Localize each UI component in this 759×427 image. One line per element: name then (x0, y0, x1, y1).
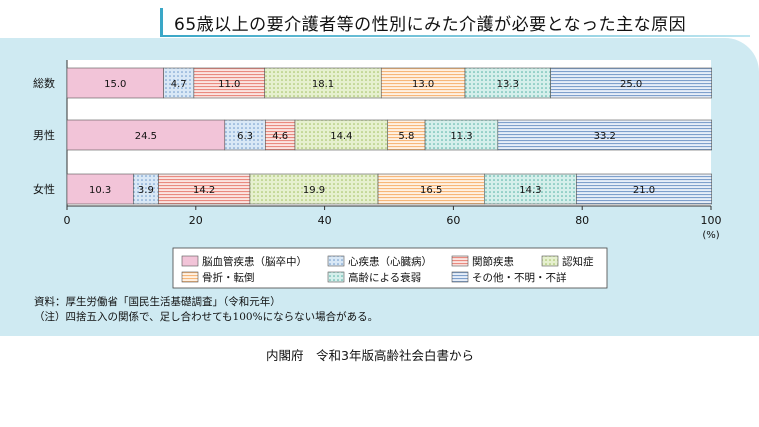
data-label: 21.0 (633, 185, 655, 196)
source-note: 資料：厚生労働省「国民生活基礎調査」（令和元年） (34, 296, 281, 308)
legend-label: 高齢による衰弱 (348, 271, 421, 284)
bar-segment (484, 173, 577, 205)
data-label: 13.3 (497, 79, 519, 90)
bar-segment (163, 67, 195, 99)
bar-segment (464, 67, 551, 99)
bar-segment (158, 173, 251, 205)
data-label: 4.6 (272, 131, 288, 142)
title-accent-bar (160, 8, 163, 36)
x-tick-label: 40 (318, 214, 332, 227)
category-label: 総数 (33, 76, 55, 90)
data-label: 24.5 (135, 131, 157, 142)
data-label: 11.3 (450, 131, 472, 142)
legend-swatch (541, 255, 559, 267)
category-label: 男性 (33, 128, 55, 142)
chart-panel: 総数 15.0 4.7 11.0 18.1 13.0 13.3 25.0 男性 24.5 6.3 4.… (0, 38, 759, 336)
bar-segment (193, 67, 266, 99)
legend-label: その他・不明・不詳 (472, 271, 567, 284)
data-label: 33.2 (594, 131, 616, 142)
legend-swatch (451, 255, 469, 267)
data-label: 11.0 (218, 79, 240, 90)
stacked-bar-chart: 総数 15.0 4.7 11.0 18.1 13.0 13.3 25.0 男性 24.5 6.3 4.… (33, 60, 722, 289)
bar-segment (224, 119, 266, 151)
legend-label: 関節疾患 (472, 255, 514, 268)
legend-swatch (181, 255, 199, 267)
data-label: 5.8 (398, 131, 414, 142)
bar-segment (249, 173, 379, 205)
page-title: 65歳以上の要介護者等の性別にみた介護が必要となった主な原因 (174, 15, 687, 35)
category-label: 女性 (33, 182, 55, 196)
bar-segment (377, 173, 485, 205)
bar-segment (66, 67, 164, 99)
x-tick-label: 100 (701, 214, 722, 227)
footnote: （注）四捨五入の関係で、足し合わせても100%にならない場合がある。 (34, 311, 379, 323)
legend-label: 認知症 (562, 255, 594, 268)
data-label: 14.4 (330, 131, 352, 142)
bar-segment (576, 173, 712, 205)
bar-segment (264, 67, 382, 99)
bar-segment (66, 173, 134, 205)
data-label: 19.9 (303, 185, 325, 196)
bar-segment (133, 173, 159, 205)
bar-segment (497, 119, 712, 151)
x-unit-label: (%) (702, 230, 719, 241)
x-tick-label: 0 (64, 214, 71, 227)
data-label: 3.9 (138, 185, 154, 196)
bar-segment (424, 119, 499, 151)
bar-segment (294, 119, 389, 151)
data-label: 25.0 (620, 79, 642, 90)
legend-box (172, 247, 608, 289)
legend-swatch (451, 271, 469, 283)
bar-segment (380, 67, 466, 99)
data-label: 18.1 (312, 79, 334, 90)
data-label: 16.5 (420, 185, 442, 196)
legend-swatch (327, 271, 345, 283)
bar-segment (550, 67, 712, 99)
legend-label: 骨折・転倒 (202, 271, 255, 284)
data-label: 14.2 (193, 185, 215, 196)
legend-label: 脳血管疾患（脳卒中） (202, 255, 307, 268)
data-label: 6.3 (237, 131, 253, 142)
data-label: 13.0 (412, 79, 434, 90)
x-tick-label: 20 (189, 214, 203, 227)
x-tick-label: 60 (446, 214, 460, 227)
legend-label: 心疾患（心臓病） (348, 255, 432, 268)
data-label: 4.7 (171, 79, 187, 90)
title-underline (160, 35, 750, 37)
credit-text: 内閣府 令和3年版高齢社会白書から (266, 348, 474, 363)
data-label: 15.0 (104, 79, 126, 90)
data-label: 10.3 (89, 185, 111, 196)
legend-swatch (327, 255, 345, 267)
title-block: 65歳以上の要介護者等の性別にみた介護が必要となった主な原因 (160, 8, 759, 38)
x-tick-label: 80 (575, 214, 589, 227)
legend-swatch (181, 271, 199, 283)
data-label: 14.3 (519, 185, 541, 196)
